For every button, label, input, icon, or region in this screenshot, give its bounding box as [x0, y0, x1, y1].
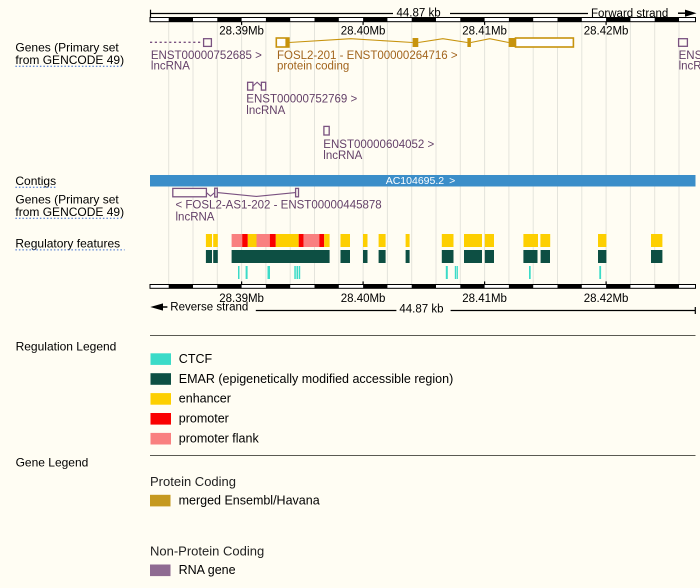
svg-text:Protein Coding: Protein Coding — [150, 474, 236, 489]
svg-text:28.41Mb: 28.41Mb — [462, 26, 507, 38]
svg-text:Non-Protein Coding: Non-Protein Coding — [150, 544, 264, 559]
svg-text:Contigs: Contigs — [15, 174, 56, 188]
svg-text:ENST00000604052 >: ENST00000604052 > — [323, 139, 434, 151]
svg-text:44.87 kb: 44.87 kb — [397, 7, 441, 19]
svg-text:lncRNA: lncRNA — [151, 61, 190, 73]
svg-text:Regulation Legend: Regulation Legend — [16, 339, 117, 353]
svg-text:EMAR (epigenetically modified: EMAR (epigenetically modified accessible… — [179, 372, 453, 386]
svg-text:AC104695.2 >: AC104695.2 > — [386, 175, 456, 187]
svg-text:lncRNA: lncRNA — [176, 211, 215, 223]
svg-text:44.87 kb: 44.87 kb — [399, 303, 443, 315]
svg-text:Genes (Primary set: Genes (Primary set — [15, 41, 119, 55]
svg-text:< FOSL2-AS1-202 - ENST00000445: < FOSL2-AS1-202 - ENST00000445878 — [176, 200, 382, 212]
svg-text:protein coding: protein coding — [277, 61, 349, 73]
svg-text:from GENCODE 49): from GENCODE 49) — [15, 53, 124, 67]
svg-text:28.41Mb: 28.41Mb — [462, 293, 507, 305]
svg-text:28.42Mb: 28.42Mb — [584, 293, 629, 305]
svg-text:promoter: promoter — [179, 412, 229, 426]
svg-text:merged Ensembl/Havana: merged Ensembl/Havana — [179, 493, 320, 507]
svg-text:lncRNA: lncRNA — [246, 105, 285, 117]
svg-text:Genes (Primary set: Genes (Primary set — [15, 193, 119, 207]
svg-text:enhancer: enhancer — [179, 392, 231, 406]
svg-text:28.40Mb: 28.40Mb — [341, 26, 386, 38]
svg-text:28.42Mb: 28.42Mb — [584, 26, 629, 38]
svg-text:ENST00000752769 >: ENST00000752769 > — [246, 94, 357, 106]
svg-text:Forward strand: Forward strand — [591, 8, 668, 20]
svg-text:CTCF: CTCF — [179, 352, 213, 366]
svg-text:FOSL2-201 - ENST00000264716 >: FOSL2-201 - ENST00000264716 > — [277, 50, 458, 62]
svg-text:28.39Mb: 28.39Mb — [219, 26, 264, 38]
svg-text:promoter flank: promoter flank — [179, 432, 260, 446]
svg-text:Regulatory features: Regulatory features — [15, 237, 120, 251]
svg-text:ENST00000418062 >: ENST00000418062 > — [679, 50, 700, 62]
svg-text:28.39Mb: 28.39Mb — [219, 293, 264, 305]
svg-text:28.40Mb: 28.40Mb — [341, 293, 386, 305]
svg-text:lncRNA: lncRNA — [679, 61, 700, 73]
svg-text:RNA gene: RNA gene — [179, 563, 236, 577]
svg-text:Gene Legend: Gene Legend — [16, 456, 89, 470]
svg-text:Reverse strand: Reverse strand — [170, 302, 248, 314]
svg-text:from GENCODE 49): from GENCODE 49) — [15, 205, 124, 219]
svg-text:ENST00000752685 >: ENST00000752685 > — [151, 50, 262, 62]
svg-text:lncRNA: lncRNA — [323, 150, 362, 162]
